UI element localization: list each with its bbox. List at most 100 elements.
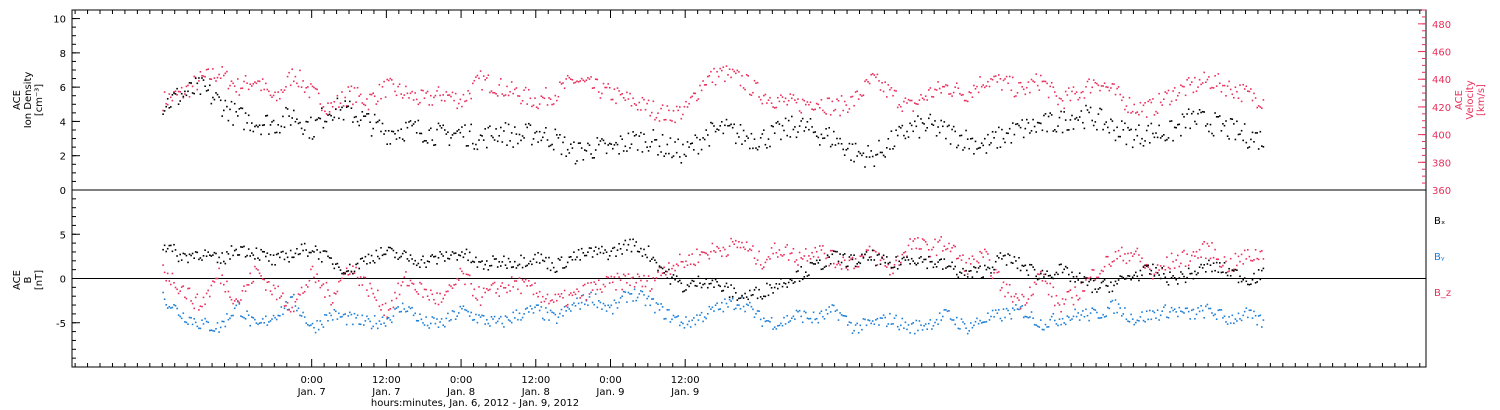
data-point (914, 102, 916, 104)
data-point (991, 78, 994, 81)
data-point (602, 252, 605, 255)
data-point (465, 273, 468, 276)
data-point (1206, 123, 1209, 125)
data-point (758, 288, 760, 291)
data-point (915, 125, 918, 128)
data-point (179, 315, 181, 318)
data-point (694, 134, 697, 136)
data-point (1016, 92, 1019, 94)
data-point (464, 308, 466, 311)
data-point (1021, 293, 1023, 296)
data-point (272, 284, 275, 287)
data-point (574, 305, 577, 307)
data-point (847, 111, 849, 113)
data-point (194, 321, 197, 324)
data-point (993, 272, 995, 274)
data-point (458, 254, 460, 256)
data-point (1194, 318, 1196, 320)
data-point (380, 323, 382, 325)
data-point (711, 306, 714, 309)
data-point (834, 108, 837, 111)
data-point (1172, 309, 1174, 312)
data-point (1211, 132, 1213, 135)
data-point (240, 299, 242, 301)
data-point (459, 254, 462, 257)
data-point (991, 266, 994, 269)
data-point (994, 131, 997, 133)
data-point (806, 121, 809, 123)
data-point (965, 99, 967, 102)
data-point (795, 309, 798, 312)
data-point (442, 124, 444, 127)
data-point (1052, 277, 1055, 280)
data-point (314, 331, 317, 334)
data-point (962, 149, 964, 151)
data-point (1262, 319, 1265, 321)
data-point (909, 122, 911, 125)
data-point (822, 245, 824, 247)
data-point (1219, 265, 1221, 268)
data-point (1189, 127, 1191, 130)
data-point (647, 295, 650, 298)
data-point (607, 83, 609, 85)
data-point (815, 250, 818, 253)
data-point (803, 99, 806, 102)
data-point (988, 85, 991, 88)
data-point (580, 301, 583, 304)
data-point (1158, 92, 1160, 95)
data-point (266, 252, 269, 254)
data-point (590, 247, 592, 249)
data-point (1086, 284, 1089, 287)
data-point (773, 242, 776, 245)
data-point (464, 283, 466, 286)
data-point (431, 293, 434, 296)
data-point (548, 145, 550, 148)
data-point (314, 119, 317, 122)
data-point (1226, 271, 1229, 273)
data-point (556, 322, 558, 324)
data-point (1211, 312, 1213, 314)
data-point (280, 306, 283, 308)
data-point (543, 260, 546, 263)
data-point (703, 251, 706, 254)
data-point (585, 79, 588, 81)
data-point (1222, 84, 1224, 87)
data-point (286, 302, 289, 304)
data-point (535, 106, 538, 108)
data-point (889, 88, 891, 91)
data-point (1170, 120, 1173, 122)
data-point (655, 277, 658, 279)
data-point (1121, 275, 1123, 278)
data-point (862, 257, 865, 259)
data-point (1127, 275, 1129, 277)
data-point (1262, 267, 1265, 270)
data-point (943, 309, 946, 311)
data-point (506, 267, 508, 269)
data-point (1066, 267, 1069, 269)
data-point (702, 137, 704, 139)
data-point (397, 85, 399, 88)
data-point (900, 261, 902, 264)
data-point (1169, 120, 1171, 123)
data-point (770, 125, 773, 127)
data-point (999, 146, 1002, 148)
data-point (636, 108, 639, 111)
data-point (1197, 272, 1199, 274)
data-point (549, 98, 552, 100)
data-point (934, 263, 936, 265)
data-point (962, 321, 964, 323)
data-point (272, 94, 275, 97)
data-point (271, 121, 273, 123)
data-point (1178, 277, 1181, 279)
data-point (1170, 252, 1173, 255)
data-point (232, 302, 234, 305)
data-point (514, 317, 516, 319)
data-point (641, 255, 644, 257)
data-point (971, 326, 974, 329)
data-point (532, 312, 535, 314)
data-point (644, 253, 647, 256)
data-point (1082, 90, 1084, 93)
data-point (375, 249, 378, 252)
data-point (577, 249, 580, 251)
data-point (942, 268, 944, 270)
